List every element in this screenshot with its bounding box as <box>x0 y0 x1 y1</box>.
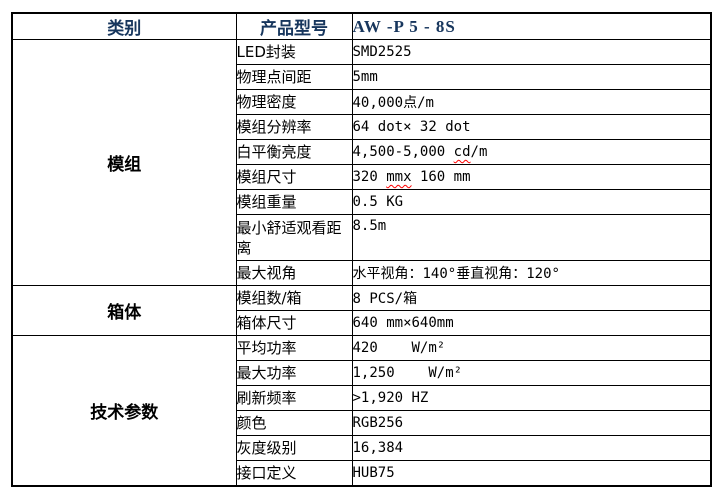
spec-label: 模组重量 <box>235 189 353 215</box>
spec-row: 灰度级别 16,384 <box>12 435 712 461</box>
spec-value: 8 PCS/箱 <box>351 285 712 311</box>
spec-row: 模组尺寸 320 mmx 160 mm <box>12 164 712 190</box>
spec-value: 16,384 <box>351 435 712 461</box>
spec-row: 技术参数 平均功率 420 W/m² <box>11 335 712 487</box>
spec-row: 物理密度 40,000点/m <box>12 89 712 115</box>
spec-value: SMD2525 <box>351 39 712 65</box>
spec-label: 接口定义 <box>235 460 353 487</box>
spec-row: 模组 LED封装 SMD2525 <box>11 39 712 286</box>
spec-value: 8.5m <box>351 214 712 261</box>
header-model-label: 产品型号 <box>235 12 353 40</box>
header-row: 类别 产品型号 AW -P 5 - 8S <box>11 12 712 40</box>
spec-row: 最大视角 水平视角：140°垂直视角：120° <box>12 260 712 286</box>
spec-value: 5mm <box>351 64 712 90</box>
spellcheck-squiggle: cd <box>453 144 471 160</box>
spec-row: 箱体 模组数/箱 8 PCS/箱 <box>11 285 712 336</box>
spec-table-body: 类别 产品型号 AW -P 5 - 8S 模组 LED封装 SMD2525 物理点间距… <box>11 12 712 487</box>
spec-row: 最小舒适观看距离 8.5m <box>12 214 712 261</box>
spellcheck-squiggle: mmx <box>386 169 412 185</box>
header-category: 类别 <box>11 12 237 40</box>
category-cell: 技术参数 <box>11 335 237 487</box>
spec-label: 模组数/箱 <box>235 285 353 311</box>
spec-value: 1,250 W/m² <box>351 360 712 386</box>
spec-label: 刷新频率 <box>235 385 353 411</box>
spec-label: 平均功率 <box>235 335 353 361</box>
spec-row: 最大功率 1,250 W/m² <box>12 360 712 386</box>
spec-value: 320 mmx 160 mm <box>351 164 712 190</box>
spec-table: 类别 产品型号 AW -P 5 - 8S 模组 LED封装 SMD2525 物理点间距… <box>11 12 712 487</box>
spec-label: 最大功率 <box>235 360 353 386</box>
spec-value: HUB75 <box>351 460 712 487</box>
spec-label: 物理密度 <box>235 89 353 115</box>
spec-label: 最大视角 <box>235 260 353 286</box>
spec-label: 物理点间距 <box>235 64 353 90</box>
spec-label: 最小舒适观看距离 <box>235 214 353 261</box>
spec-row: 物理点间距 5mm <box>12 64 712 90</box>
category-cell: 模组 <box>11 39 237 286</box>
spec-row: 模组重量 0.5 KG <box>12 189 712 215</box>
spec-value: 40,000点/m <box>351 89 712 115</box>
spec-label: 颜色 <box>235 410 353 436</box>
spec-row: 白平衡亮度 4,500-5,000 cd/m <box>12 139 712 165</box>
spec-value: >1,920 HZ <box>351 385 712 411</box>
spec-value: RGB256 <box>351 410 712 436</box>
spec-label: 白平衡亮度 <box>235 139 353 165</box>
spec-value: 0.5 KG <box>351 189 712 215</box>
spec-label: 模组尺寸 <box>235 164 353 190</box>
spec-row: 模组分辨率 64 dot× 32 dot <box>12 114 712 140</box>
header-model-value: AW -P 5 - 8S <box>351 12 712 40</box>
spec-row: 颜色 RGB256 <box>12 410 712 436</box>
spec-value: 420 W/m² <box>351 335 712 361</box>
spec-label: 箱体尺寸 <box>235 310 353 336</box>
spec-label: 灰度级别 <box>235 435 353 461</box>
spec-value: 水平视角：140°垂直视角：120° <box>351 260 712 286</box>
spec-value: 640 mm×640mm <box>351 310 712 336</box>
category-cell: 箱体 <box>11 285 237 336</box>
spec-value: 64 dot× 32 dot <box>351 114 712 140</box>
spec-row: 接口定义 HUB75 <box>12 460 712 487</box>
spec-value: 4,500-5,000 cd/m <box>351 139 712 165</box>
spec-label: 模组分辨率 <box>235 114 353 140</box>
spec-label: LED封装 <box>235 39 353 65</box>
